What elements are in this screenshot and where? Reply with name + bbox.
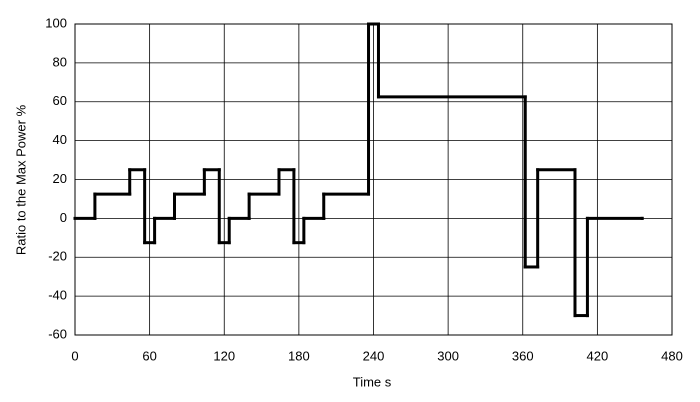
x-tick-label: 180 bbox=[288, 348, 310, 363]
y-axis-label: Ratio to the Max Power % bbox=[13, 104, 28, 255]
y-tick-label: -60 bbox=[48, 326, 67, 341]
y-tick-label: 40 bbox=[53, 132, 67, 147]
x-tick-label: 0 bbox=[71, 348, 78, 363]
y-tick-label: 80 bbox=[53, 54, 67, 69]
x-tick-label: 60 bbox=[142, 348, 156, 363]
y-tick-label: -40 bbox=[48, 288, 67, 303]
x-tick-label: 420 bbox=[587, 348, 609, 363]
x-axis-label: Time s bbox=[353, 374, 392, 389]
x-tick-label: 360 bbox=[512, 348, 534, 363]
x-tick-label: 300 bbox=[437, 348, 459, 363]
x-tick-label: 240 bbox=[363, 348, 385, 363]
y-tick-label: 0 bbox=[60, 210, 67, 225]
x-tick-label: 120 bbox=[213, 348, 235, 363]
x-tick-label: 480 bbox=[661, 348, 683, 363]
y-tick-label: 20 bbox=[53, 171, 67, 186]
y-tick-label: 60 bbox=[53, 93, 67, 108]
y-tick-label: 100 bbox=[45, 15, 67, 30]
y-tick-label: -20 bbox=[48, 249, 67, 264]
